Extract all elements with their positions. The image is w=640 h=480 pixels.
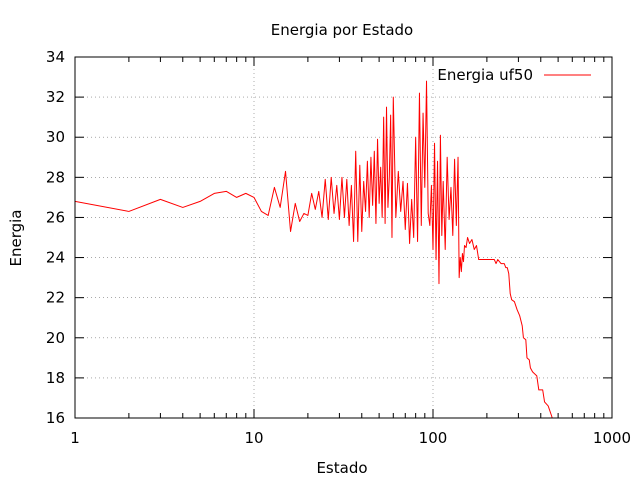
- y-tick-label: 24: [46, 249, 65, 267]
- series-group: [75, 80, 553, 418]
- y-axis-label: Energia: [7, 210, 25, 267]
- y-tick-label: 22: [46, 289, 65, 307]
- y-tick-label: 26: [46, 208, 65, 226]
- x-tick-label: 1000: [593, 429, 631, 447]
- y-tick-label: 20: [46, 329, 65, 347]
- series-line: [75, 80, 553, 418]
- x-axis-label: Estado: [316, 459, 367, 477]
- grid-lines: [75, 57, 612, 418]
- y-tick-label: 34: [46, 48, 65, 66]
- x-tick-label: 100: [419, 429, 448, 447]
- x-tick-label: 10: [244, 429, 263, 447]
- tick-labels: 16 18 20 22 24 26 28 30 32 34 1 10 100 1000: [46, 48, 631, 447]
- y-tick-label: 16: [46, 409, 65, 427]
- chart-title: Energia por Estado: [271, 21, 413, 39]
- legend-label: Energia uf50: [437, 66, 533, 84]
- x-tick-label: 1: [70, 429, 80, 447]
- y-tick-label: 18: [46, 369, 65, 387]
- y-tick-label: 30: [46, 128, 65, 146]
- plot-frame: [74, 56, 613, 419]
- y-tick-label: 28: [46, 168, 65, 186]
- legend: Energia uf50: [437, 66, 591, 84]
- y-tick-label: 32: [46, 88, 65, 106]
